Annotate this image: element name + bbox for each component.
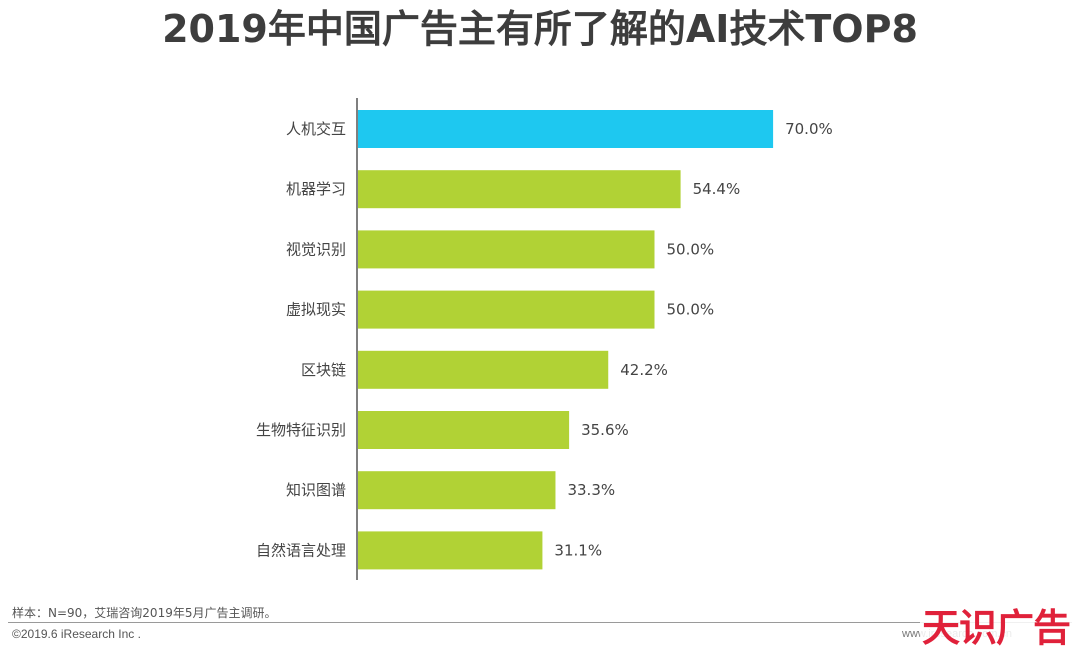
value-label: 33.3% xyxy=(567,481,615,499)
bar xyxy=(358,471,556,510)
bar xyxy=(358,110,774,148)
category-label: 虚拟现实 xyxy=(286,301,346,319)
bar xyxy=(358,531,543,570)
value-label: 50.0% xyxy=(667,240,715,258)
category-label: 生物特征识别 xyxy=(256,421,346,439)
sample-note: 样本：N=90，艾瑞咨询2019年5月广告主调研。 xyxy=(12,606,277,620)
watermark-logo: 天识广告 xyxy=(920,606,1073,650)
bar xyxy=(358,350,609,389)
bar xyxy=(358,290,655,329)
footer-divider xyxy=(8,622,1072,623)
value-label: 35.6% xyxy=(581,421,629,439)
bar xyxy=(358,230,655,269)
copyright-text: ©2019.6 iResearch Inc . xyxy=(12,627,141,641)
value-label: 31.1% xyxy=(554,541,602,559)
bar xyxy=(358,170,681,209)
category-label: 知识图谱 xyxy=(286,481,346,499)
value-label: 42.2% xyxy=(620,361,668,379)
bar xyxy=(358,411,570,449)
category-label: 自然语言处理 xyxy=(256,541,346,559)
category-label: 人机交互 xyxy=(286,120,346,138)
category-label: 区块链 xyxy=(301,361,346,379)
value-label: 54.4% xyxy=(693,180,741,198)
category-label: 机器学习 xyxy=(286,180,346,198)
chart-title: 2019年中国广告主有所了解的AI技术TOP8 xyxy=(162,7,918,51)
value-label: 50.0% xyxy=(667,301,715,319)
bar-chart: 人机交互 70.0% 机器学习 54.4% 视觉识别 50.0% 虚拟现实 50.0% 区块链 4… xyxy=(256,98,833,580)
category-label: 视觉识别 xyxy=(286,240,346,258)
value-label: 70.0% xyxy=(785,120,833,138)
